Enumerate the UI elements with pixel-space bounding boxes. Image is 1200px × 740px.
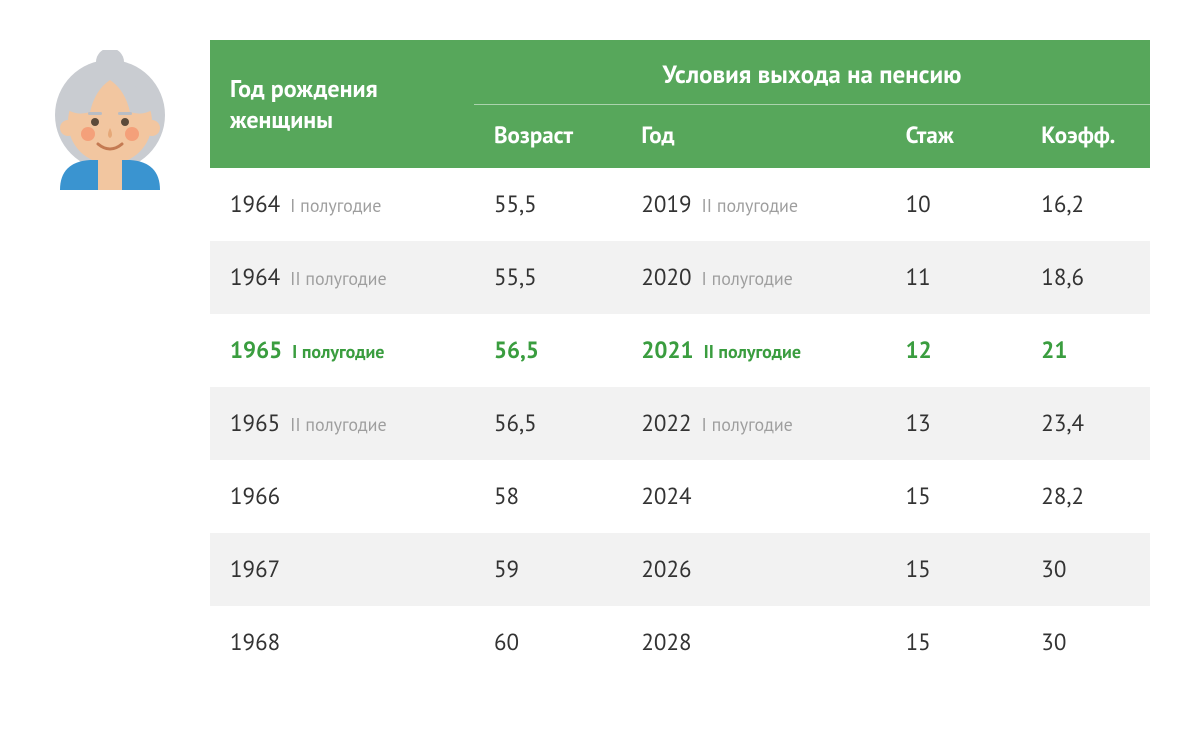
birth-year-value: 1965	[230, 409, 280, 438]
ret-year-value: 2028	[641, 628, 691, 657]
cell-ret-year: 2021 II полугодие	[621, 314, 885, 387]
ret-year-value: 2022	[641, 409, 691, 438]
cell-stage: 15	[886, 533, 1022, 606]
ret-year-value: 2019	[641, 190, 691, 219]
ret-half-label: I полугодие	[702, 267, 793, 290]
table-row: 1964 II полугодие 55,5 2020 I полугодие 1118,…	[210, 241, 1150, 314]
cell-stage: 11	[886, 241, 1022, 314]
ret-half-label: II полугодие	[702, 194, 799, 217]
cell-birth-year: 1966	[210, 460, 474, 533]
cell-ret-year: 2022 I полугодие	[621, 387, 885, 460]
cell-birth-year: 1965 I полугодие	[210, 314, 474, 387]
ret-year-value: 2024	[641, 482, 691, 511]
cell-ret-year: 2019 II полугодие	[621, 168, 885, 241]
table-row: 1964 I полугодие 55,5 2019 II полугодие 1016,…	[210, 168, 1150, 241]
table-body: 1964 I полугодие 55,5 2019 II полугодие 1016,…	[210, 168, 1150, 679]
cell-coef: 21	[1021, 314, 1150, 387]
table-row: 1967 59 2026 1530	[210, 533, 1150, 606]
table-row: 1965 II полугодие 56,5 2022 I полугодие 1323,…	[210, 387, 1150, 460]
birth-year-value: 1967	[230, 555, 280, 584]
birth-year-value: 1965	[230, 336, 282, 365]
cell-coef: 30	[1021, 606, 1150, 679]
cell-age: 56,5	[474, 387, 621, 460]
cell-birth-year: 1968	[210, 606, 474, 679]
birth-year-value: 1964	[230, 263, 280, 292]
cell-birth-year: 1967	[210, 533, 474, 606]
ret-half-label: I полугодие	[702, 413, 793, 436]
table-row: 1965 I полугодие 56,5 2021 II полугодие 1221	[210, 314, 1150, 387]
cell-stage: 10	[886, 168, 1022, 241]
cell-ret-year: 2024	[621, 460, 885, 533]
birth-year-value: 1964	[230, 190, 280, 219]
cell-coef: 28,2	[1021, 460, 1150, 533]
cell-ret-year: 2026	[621, 533, 885, 606]
cell-age: 60	[474, 606, 621, 679]
th-conditions: Условия выхода на пенсию	[474, 40, 1150, 105]
ret-half-label: II полугодие	[704, 340, 801, 363]
th-birth-year: Год рождения женщины	[210, 40, 474, 168]
th-coef: Коэфф.	[1021, 105, 1150, 169]
cell-age: 59	[474, 533, 621, 606]
cell-coef: 16,2	[1021, 168, 1150, 241]
table-header: Год рождения женщины Условия выхода на п…	[210, 40, 1150, 168]
birth-half-label: II полугодие	[290, 267, 387, 290]
elderly-woman-icon	[40, 40, 180, 195]
th-age: Возраст	[474, 105, 621, 169]
table-row: 1968 60 2028 1530	[210, 606, 1150, 679]
cell-stage: 13	[886, 387, 1022, 460]
cell-age: 55,5	[474, 241, 621, 314]
cell-coef: 30	[1021, 533, 1150, 606]
pension-table: Год рождения женщины Условия выхода на п…	[210, 40, 1150, 679]
cell-coef: 23,4	[1021, 387, 1150, 460]
cell-coef: 18,6	[1021, 241, 1150, 314]
table-row: 1966 58 2024 1528,2	[210, 460, 1150, 533]
birth-half-label: I полугодие	[290, 194, 381, 217]
cell-age: 55,5	[474, 168, 621, 241]
birth-year-value: 1968	[230, 628, 280, 657]
cell-birth-year: 1964 II полугодие	[210, 241, 474, 314]
birth-year-value: 1966	[230, 482, 280, 511]
birth-half-label: I полугодие	[292, 340, 384, 363]
cell-ret-year: 2020 I полугодие	[621, 241, 885, 314]
ret-year-value: 2021	[641, 336, 693, 365]
ret-year-value: 2026	[641, 555, 691, 584]
cell-stage: 15	[886, 606, 1022, 679]
ret-year-value: 2020	[641, 263, 691, 292]
cell-stage: 12	[886, 314, 1022, 387]
birth-half-label: II полугодие	[290, 413, 387, 436]
th-ryear: Год	[621, 105, 885, 169]
cell-age: 58	[474, 460, 621, 533]
th-stage: Стаж	[886, 105, 1022, 169]
cell-ret-year: 2028	[621, 606, 885, 679]
cell-age: 56,5	[474, 314, 621, 387]
cell-birth-year: 1965 II полугодие	[210, 387, 474, 460]
cell-stage: 15	[886, 460, 1022, 533]
cell-birth-year: 1964 I полугодие	[210, 168, 474, 241]
